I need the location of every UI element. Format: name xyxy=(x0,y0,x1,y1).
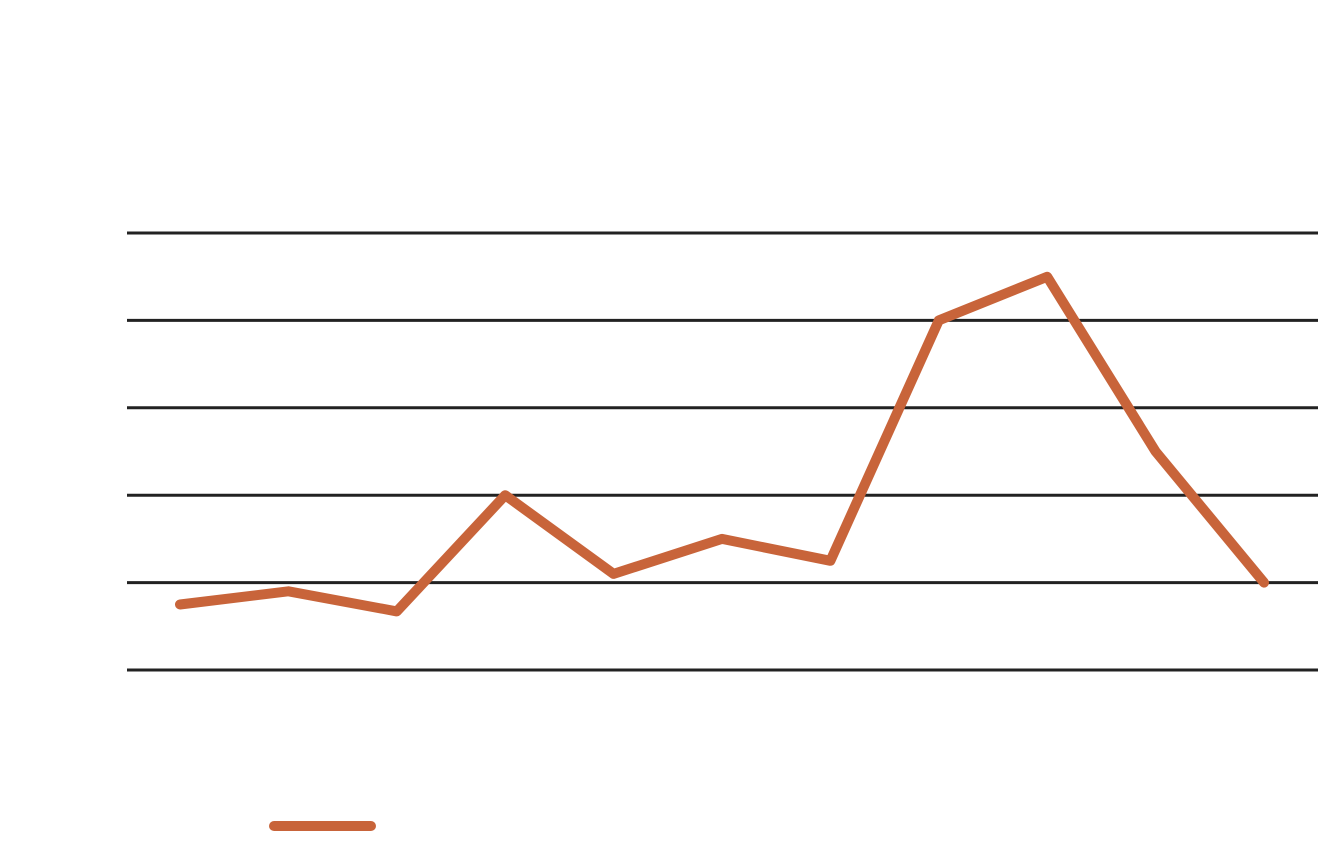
series-layer xyxy=(175,271,1269,617)
gridlines xyxy=(127,231,1318,672)
series-line-0 xyxy=(175,271,1269,617)
